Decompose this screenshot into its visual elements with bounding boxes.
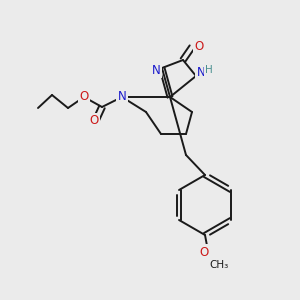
Text: O: O [194,40,204,52]
Text: N: N [196,67,206,80]
Text: O: O [200,245,208,259]
Text: O: O [80,91,88,103]
Text: H: H [205,65,213,75]
Text: N: N [118,91,126,103]
Text: N: N [152,64,160,76]
Text: CH₃: CH₃ [209,260,229,270]
Text: O: O [89,115,99,128]
